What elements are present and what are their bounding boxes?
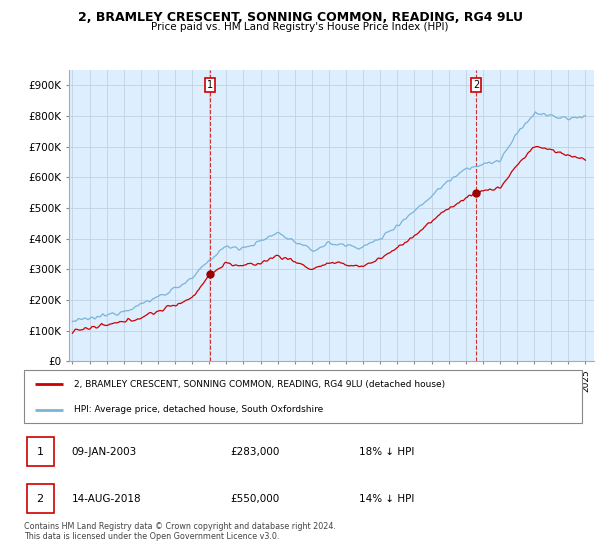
Text: 2: 2: [473, 80, 479, 90]
FancyBboxPatch shape: [27, 484, 53, 513]
Text: 09-JAN-2003: 09-JAN-2003: [71, 447, 137, 456]
Text: HPI: Average price, detached house, South Oxfordshire: HPI: Average price, detached house, Sout…: [74, 405, 323, 414]
FancyBboxPatch shape: [24, 370, 582, 423]
Text: 14-AUG-2018: 14-AUG-2018: [71, 493, 141, 503]
Text: 2, BRAMLEY CRESCENT, SONNING COMMON, READING, RG4 9LU: 2, BRAMLEY CRESCENT, SONNING COMMON, REA…: [77, 11, 523, 24]
Text: 14% ↓ HPI: 14% ↓ HPI: [359, 493, 414, 503]
Text: £283,000: £283,000: [230, 447, 280, 456]
FancyBboxPatch shape: [27, 437, 53, 466]
Text: Contains HM Land Registry data © Crown copyright and database right 2024.
This d: Contains HM Land Registry data © Crown c…: [24, 522, 336, 542]
Text: £550,000: £550,000: [230, 493, 280, 503]
Text: 1: 1: [207, 80, 213, 90]
Text: Price paid vs. HM Land Registry's House Price Index (HPI): Price paid vs. HM Land Registry's House …: [151, 22, 449, 32]
Text: 1: 1: [37, 447, 44, 456]
Text: 2, BRAMLEY CRESCENT, SONNING COMMON, READING, RG4 9LU (detached house): 2, BRAMLEY CRESCENT, SONNING COMMON, REA…: [74, 380, 445, 389]
Text: 2: 2: [37, 493, 44, 503]
Text: 18% ↓ HPI: 18% ↓ HPI: [359, 447, 414, 456]
